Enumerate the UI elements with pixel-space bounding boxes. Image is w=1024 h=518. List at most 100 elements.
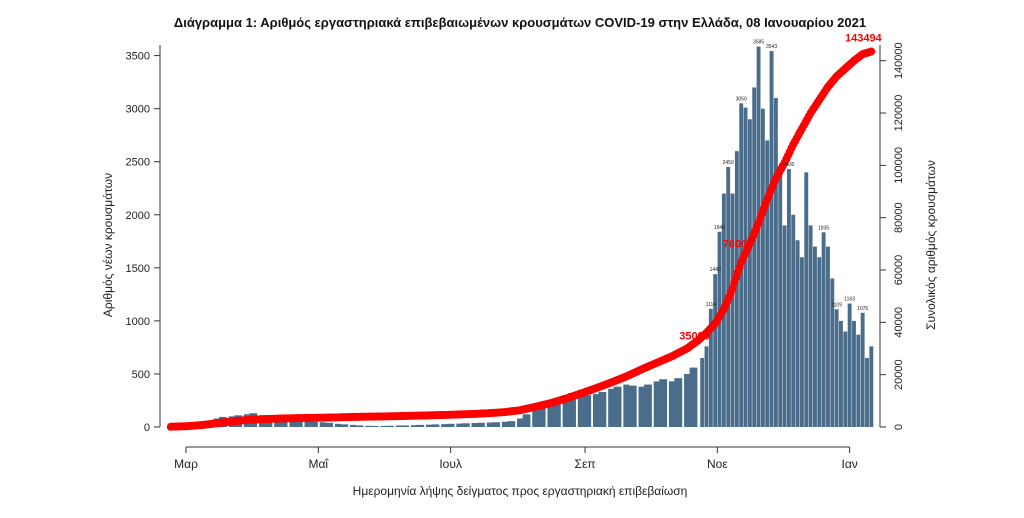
bar [289,418,296,427]
bar [684,373,690,427]
bar [416,424,425,427]
y-left-tick-label: 1500 [126,263,150,275]
bar [547,402,554,427]
cumulative-annotation: 143494 [845,33,883,45]
bar [821,232,826,427]
y-right-tick-label: 140000 [893,42,905,79]
bar [730,193,735,427]
bar [791,214,796,427]
axes-layer: 0500100015002000250030003500020000400006… [126,42,905,471]
bar-value-label: 2430 [783,162,794,168]
bar [799,257,804,427]
bar [830,278,835,427]
bar [747,119,752,427]
x-tick-label: Ιουλ [439,457,462,471]
bar [592,394,599,427]
bar [608,388,615,427]
bar-value-label: 1840 [714,225,725,231]
bar [461,423,470,427]
bar [401,425,409,427]
bar [325,422,334,427]
bar [812,246,817,427]
bar [839,320,843,427]
y-left-tick-label: 3000 [126,104,150,116]
y-right-tick-label: 80000 [893,202,905,233]
y-right-tick-label: 120000 [893,95,905,132]
bar [769,51,774,428]
bar [350,424,356,427]
bar [752,87,757,427]
bar [501,421,508,427]
bar [765,140,770,427]
bar-value-label: 3050 [736,96,747,102]
bar [319,422,326,427]
bar [623,384,630,427]
y-left-tick-label: 3500 [126,51,150,63]
bar [395,425,402,427]
bar [826,246,830,427]
bar-value-label: 2450 [723,160,734,166]
y-left-tick-label: 2000 [126,210,150,222]
y-right-tick-label: 40000 [893,307,905,338]
y-left-tick-label: 1000 [126,316,150,328]
bar [795,240,800,427]
x-tick-label: Ιαν [841,457,857,471]
bar-value-label: 1076 [857,306,868,312]
bar [786,169,791,427]
bar [431,424,440,427]
bar [865,358,869,427]
bar [492,422,501,427]
bar-value-label: 1440 [710,267,721,273]
bar [380,425,387,427]
bar [425,424,432,427]
bar [860,312,865,427]
bar [700,358,705,427]
bar [613,386,622,427]
bar [743,107,748,428]
bar [644,384,652,427]
bar [869,346,874,427]
bar-value-label: 1163 [844,297,855,303]
y-axis-left-label: Αριθμός νέων κρουσμάτων [101,173,115,317]
bar [843,331,848,427]
cumulative-annotation: 70063 [723,239,754,251]
bar [456,423,463,427]
y-left-tick-label: 0 [144,422,150,434]
bar [552,399,561,427]
bar [507,421,516,427]
bar [778,172,783,427]
bar [486,422,493,427]
bar-value-label: 1109 [831,302,842,308]
bar-value-label: 1835 [818,225,829,231]
bar [817,257,822,427]
cumulative-line-layer [166,47,876,431]
bar [834,309,839,427]
bar-value-label: 3543 [766,44,777,50]
y-axis-right-label: Συνολικός αριθμός κρουσμάτων [924,160,938,330]
bar [760,108,765,428]
bar [704,346,709,427]
x-tick-label: Μαΐ [309,457,330,471]
bar [638,386,645,427]
bar [410,425,417,427]
bar [537,405,546,427]
cumulative-annotation: 35000 [679,330,710,342]
bar [365,425,372,427]
bar [852,320,856,427]
cumulative-point [867,47,876,56]
y-right-tick-label: 60000 [893,255,905,286]
bar [477,422,485,427]
bar [294,419,303,427]
bar [773,98,778,427]
x-tick-label: Μαρ [174,457,198,471]
bar [562,395,569,427]
bar [517,418,523,427]
x-axis-label: Ημερομηνία λήψης δείγματος προς εργαστηρ… [353,484,688,498]
y-right-tick-label: 0 [893,424,905,430]
bar [334,423,341,427]
bar [708,308,713,427]
bar [441,424,448,427]
